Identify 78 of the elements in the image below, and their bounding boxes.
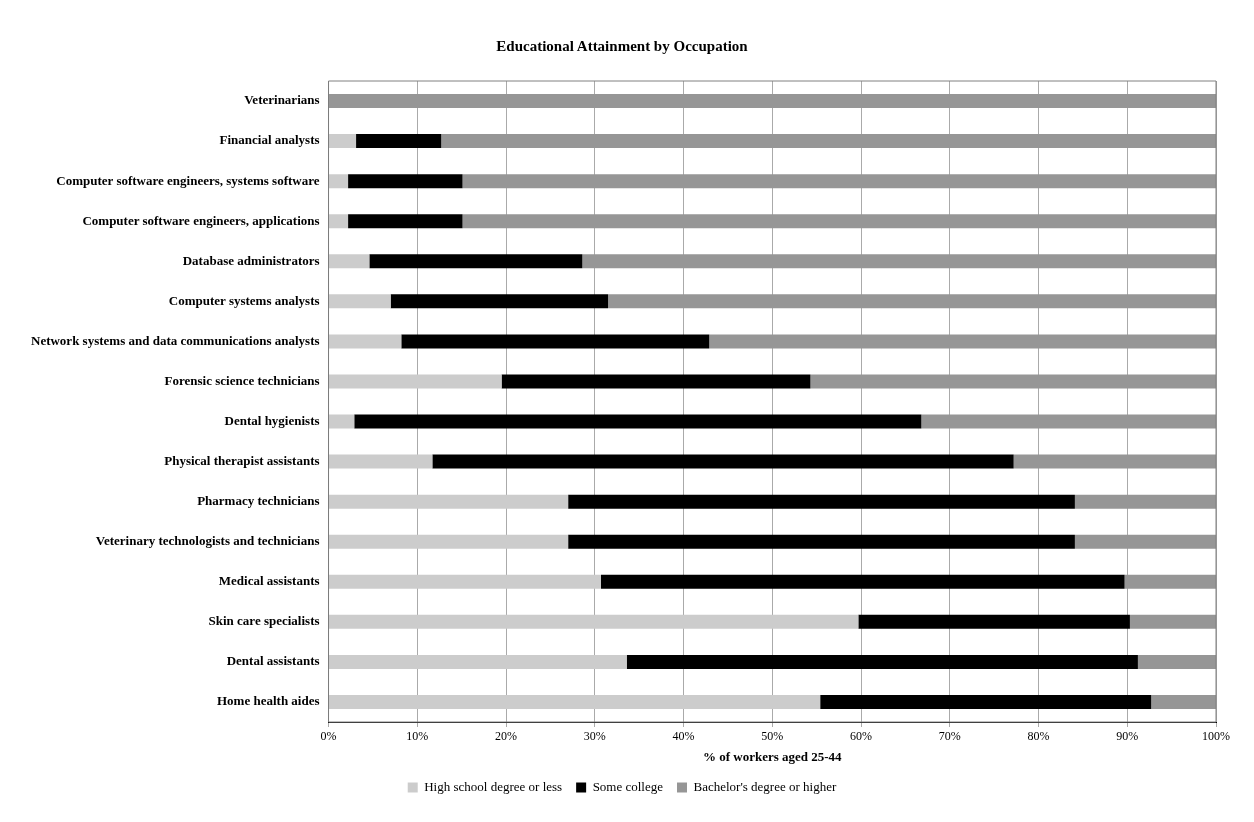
bar bbox=[329, 134, 357, 149]
x-tick-label: 60% bbox=[850, 729, 873, 744]
bar bbox=[390, 294, 609, 309]
bar bbox=[1137, 654, 1216, 669]
legend-label: High school degree or less bbox=[424, 778, 563, 794]
legend-label: Some college bbox=[592, 778, 664, 794]
y-tick-label: Home health aides bbox=[216, 693, 320, 709]
bar bbox=[462, 214, 1216, 229]
bar bbox=[501, 374, 811, 389]
y-tick-label: Skin care specialists bbox=[208, 613, 320, 629]
x-tick-label: 0% bbox=[320, 729, 337, 744]
y-tick-label: Physical therapist assistants bbox=[164, 452, 320, 468]
bar bbox=[810, 374, 1216, 389]
y-tick-label: Forensic science technicians bbox=[164, 372, 320, 388]
bar bbox=[329, 694, 821, 709]
bar bbox=[432, 454, 1014, 469]
bar bbox=[354, 414, 922, 429]
bar bbox=[858, 614, 1130, 629]
bar bbox=[1151, 694, 1216, 709]
x-tick-label: 30% bbox=[583, 729, 606, 744]
y-tick-label: Computer software engineers, systems software bbox=[56, 172, 320, 188]
bar bbox=[441, 134, 1216, 149]
bar bbox=[1129, 614, 1216, 629]
x-tick-label: 70% bbox=[938, 729, 961, 744]
bar bbox=[329, 214, 349, 229]
bar bbox=[1074, 534, 1216, 549]
bar bbox=[568, 494, 1075, 509]
bar bbox=[329, 414, 355, 429]
y-tick-label: Database administrators bbox=[182, 252, 320, 268]
bar bbox=[921, 414, 1216, 429]
bar bbox=[329, 94, 1216, 109]
y-tick-label: Pharmacy technicians bbox=[197, 493, 320, 509]
bar bbox=[626, 654, 1138, 669]
bar bbox=[348, 174, 463, 189]
bar bbox=[329, 454, 433, 469]
x-tick-label: 80% bbox=[1027, 729, 1050, 744]
x-tick-label: 10% bbox=[406, 729, 429, 744]
bar bbox=[1124, 574, 1216, 589]
bar bbox=[462, 174, 1216, 189]
bar bbox=[329, 374, 502, 389]
bar bbox=[329, 254, 370, 269]
y-tick-label: Network systems and data communications analysts bbox=[30, 332, 320, 348]
y-tick-label: Computer systems analysts bbox=[168, 292, 320, 308]
bar bbox=[329, 534, 569, 549]
bar bbox=[1074, 494, 1216, 509]
bar bbox=[369, 254, 583, 269]
bar bbox=[329, 174, 349, 189]
y-tick-label: Medical assistants bbox=[218, 573, 320, 589]
y-tick-label: Computer software engineers, applications bbox=[82, 212, 320, 228]
x-tick-label: 100% bbox=[1202, 729, 1230, 744]
x-axis-title: % of workers aged 25-44 bbox=[702, 748, 843, 764]
y-tick-label: Financial analysts bbox=[219, 132, 320, 148]
bar bbox=[356, 134, 442, 149]
x-tick-label: 20% bbox=[495, 729, 518, 744]
bar bbox=[401, 334, 710, 349]
bar bbox=[1013, 454, 1216, 469]
x-tick-label: 40% bbox=[672, 729, 695, 744]
y-tick-label: Veterinarians bbox=[244, 92, 320, 108]
bar bbox=[709, 334, 1216, 349]
bar bbox=[600, 574, 1125, 589]
bar bbox=[329, 654, 627, 669]
x-tick-label: 90% bbox=[1116, 729, 1139, 744]
bar bbox=[329, 574, 601, 589]
bar bbox=[329, 614, 859, 629]
bar bbox=[329, 494, 569, 509]
bar bbox=[568, 534, 1075, 549]
x-tick-label: 50% bbox=[761, 729, 784, 744]
legend-label: Bachelor's degree or higher bbox=[693, 778, 837, 794]
y-tick-label: Dental assistants bbox=[226, 653, 320, 669]
bar bbox=[348, 214, 463, 229]
y-tick-label: Dental hygienists bbox=[224, 412, 320, 428]
bar bbox=[582, 254, 1216, 269]
bar bbox=[820, 694, 1152, 709]
y-tick-label: Veterinary technologists and technicians bbox=[95, 533, 320, 549]
chart-title: Educational Attainment by Occupation bbox=[496, 37, 749, 54]
bar bbox=[329, 294, 391, 309]
bar bbox=[329, 334, 402, 349]
bar bbox=[608, 294, 1216, 309]
